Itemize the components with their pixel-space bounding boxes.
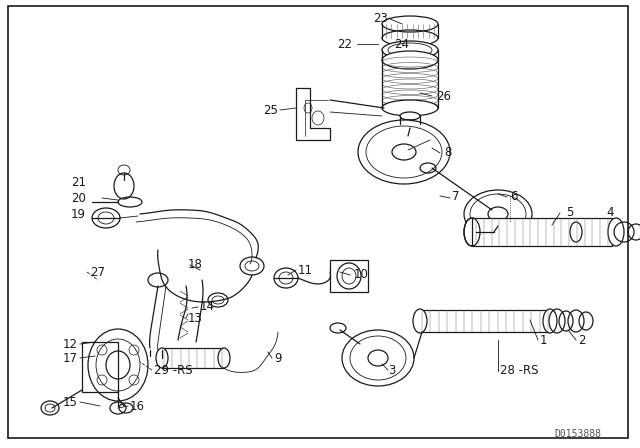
Ellipse shape xyxy=(88,329,148,401)
Text: 4: 4 xyxy=(606,206,614,219)
Ellipse shape xyxy=(413,309,427,333)
Text: 9: 9 xyxy=(274,352,282,365)
Ellipse shape xyxy=(382,41,438,59)
Text: 7: 7 xyxy=(452,190,460,202)
Ellipse shape xyxy=(464,218,480,246)
Ellipse shape xyxy=(382,100,438,116)
Text: 23: 23 xyxy=(373,12,388,25)
Text: 18: 18 xyxy=(188,258,203,271)
Text: 15: 15 xyxy=(63,396,78,409)
Text: 29 -RS: 29 -RS xyxy=(154,363,193,376)
Text: 24: 24 xyxy=(394,38,409,51)
Text: 16: 16 xyxy=(130,400,145,413)
Text: 20: 20 xyxy=(71,191,86,204)
Ellipse shape xyxy=(543,309,557,333)
Text: 22: 22 xyxy=(337,38,352,51)
Text: 3: 3 xyxy=(388,363,396,376)
Ellipse shape xyxy=(608,218,624,246)
Ellipse shape xyxy=(400,112,420,120)
Bar xyxy=(162,348,224,368)
Text: 28 -RS: 28 -RS xyxy=(500,363,538,376)
Text: 17: 17 xyxy=(63,352,78,365)
Ellipse shape xyxy=(358,120,450,184)
Text: 21: 21 xyxy=(71,177,86,190)
Ellipse shape xyxy=(218,348,230,368)
Bar xyxy=(472,218,612,246)
Text: 10: 10 xyxy=(354,268,369,281)
Text: 26: 26 xyxy=(436,90,451,103)
Bar xyxy=(420,310,550,332)
Text: 27: 27 xyxy=(90,266,105,279)
Ellipse shape xyxy=(382,16,438,32)
Ellipse shape xyxy=(464,190,532,238)
Ellipse shape xyxy=(382,51,438,69)
Text: 5: 5 xyxy=(566,206,573,219)
Ellipse shape xyxy=(342,330,414,386)
Text: D0153888: D0153888 xyxy=(554,429,602,439)
Bar xyxy=(330,260,368,292)
Text: 6: 6 xyxy=(510,190,518,202)
Text: 14: 14 xyxy=(200,300,215,313)
Ellipse shape xyxy=(156,348,168,368)
Text: 2: 2 xyxy=(578,333,586,346)
Text: 25: 25 xyxy=(263,103,278,116)
Bar xyxy=(82,342,118,392)
Text: 11: 11 xyxy=(298,263,313,276)
Text: 8: 8 xyxy=(444,146,451,159)
Text: 13: 13 xyxy=(188,311,203,324)
Text: 12: 12 xyxy=(63,337,78,350)
Text: 19: 19 xyxy=(71,208,86,221)
Text: 1: 1 xyxy=(540,333,547,346)
